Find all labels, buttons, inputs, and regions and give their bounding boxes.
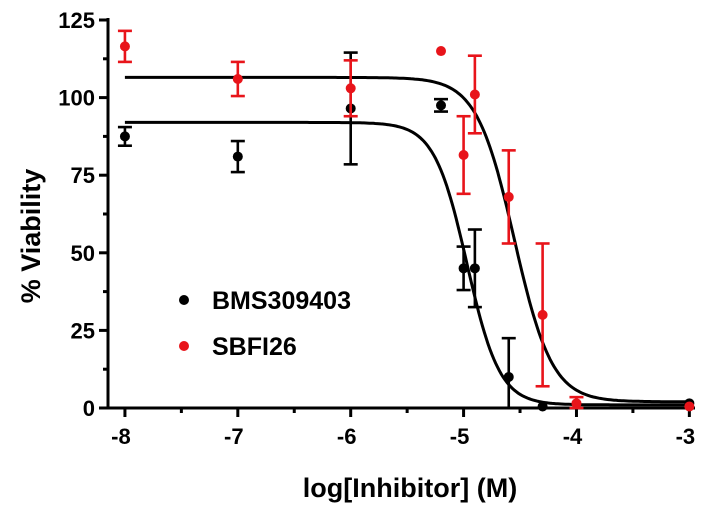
y-tick-label: 25 [71,318,95,343]
x-tick-label: -6 [337,424,357,449]
legend-marker [179,341,189,351]
data-point [119,41,130,52]
data-point [469,89,480,100]
data-point [571,398,582,409]
data-point [469,263,480,274]
data-point [436,100,447,111]
data-point [436,46,447,57]
y-tick-label: 100 [58,86,95,111]
data-point [232,151,243,162]
data-point [345,83,356,94]
axes: 0 25 50 75 100 125 -8 -7 -6 -5 -4 -3 [58,8,695,449]
legend-label: SBFI26 [212,333,297,361]
data-markers [117,29,695,412]
y-tick-label: 50 [71,241,95,266]
y-tick-label: 75 [71,163,95,188]
x-tick-label: -5 [450,424,470,449]
x-tick-label: -8 [111,424,131,449]
y-tick-label: 0 [83,396,95,421]
legend-marker [179,295,189,305]
data-point [458,150,469,161]
x-axis-title: log[Inhibitor] (M) [303,473,517,503]
y-tick-label: 125 [58,8,95,33]
y-axis-title: % Viability [16,169,46,304]
data-point [503,371,514,382]
fit-curve [124,120,690,407]
x-tick-label: -3 [676,424,696,449]
data-point [232,73,243,84]
fit-curves [124,75,690,407]
legend-label: BMS309403 [212,287,351,315]
data-point [503,191,514,202]
data-point [537,401,548,412]
legend: BMS309403 SBFI26 [179,287,351,361]
data-point [684,401,695,412]
x-tick-label: -7 [224,424,244,449]
fit-curve [124,75,690,404]
x-tick-label: -4 [563,424,583,449]
data-point [458,263,469,274]
data-point [537,309,548,320]
data-point [119,131,130,142]
